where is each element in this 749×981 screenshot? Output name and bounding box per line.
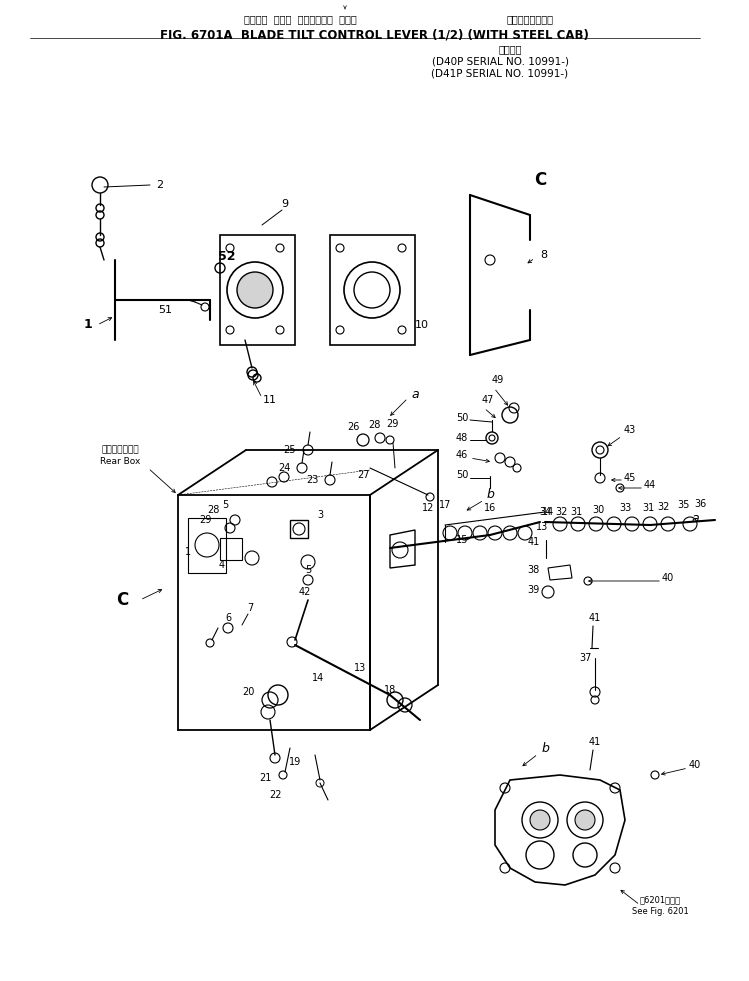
Text: C: C <box>116 591 128 609</box>
Text: 39: 39 <box>527 585 539 595</box>
Text: 34: 34 <box>539 507 551 517</box>
Text: 28: 28 <box>368 420 380 430</box>
Text: 5: 5 <box>222 500 228 510</box>
Text: 第6201図参照: 第6201図参照 <box>640 896 681 904</box>
Text: 20: 20 <box>242 687 254 697</box>
Text: 33: 33 <box>619 503 631 513</box>
Text: 50: 50 <box>456 413 468 423</box>
Text: 47: 47 <box>482 395 494 405</box>
Text: (D40P SERIAL NO. 10991-): (D40P SERIAL NO. 10991-) <box>431 56 568 66</box>
Circle shape <box>530 810 550 830</box>
Text: 4: 4 <box>219 560 225 570</box>
Text: 29: 29 <box>386 419 398 429</box>
Text: 9: 9 <box>282 199 288 209</box>
Text: 13: 13 <box>536 522 548 532</box>
Circle shape <box>92 177 108 193</box>
Text: 40: 40 <box>689 760 701 770</box>
Text: 31: 31 <box>642 503 654 513</box>
Text: 49: 49 <box>492 375 504 385</box>
Text: 28: 28 <box>207 505 219 515</box>
Text: 18: 18 <box>384 685 396 695</box>
Text: 36: 36 <box>694 499 706 509</box>
Text: 11: 11 <box>263 395 277 405</box>
Text: 37: 37 <box>580 653 592 663</box>
Text: 35: 35 <box>677 500 689 510</box>
Text: スチールキャブ付: スチールキャブ付 <box>506 14 554 24</box>
Text: 40: 40 <box>662 573 674 583</box>
Text: 15: 15 <box>456 535 468 545</box>
Text: 13: 13 <box>354 663 366 673</box>
Text: 17: 17 <box>439 500 451 510</box>
Circle shape <box>237 272 273 308</box>
Text: 14: 14 <box>312 673 324 683</box>
Text: 52: 52 <box>218 249 236 263</box>
Text: 19: 19 <box>289 757 301 767</box>
Text: 46: 46 <box>456 450 468 460</box>
Text: 41: 41 <box>589 613 601 623</box>
Text: 23: 23 <box>306 475 318 485</box>
Text: 50: 50 <box>456 470 468 480</box>
Text: 5: 5 <box>305 565 311 575</box>
Text: ブレード  チルト  コントロール  レバー: ブレード チルト コントロール レバー <box>243 14 357 24</box>
Text: 16: 16 <box>484 503 496 513</box>
Text: 適用号機: 適用号機 <box>498 44 522 54</box>
Text: 38: 38 <box>527 565 539 575</box>
Text: 8: 8 <box>540 250 547 260</box>
Bar <box>220 538 242 560</box>
Text: 2: 2 <box>157 180 163 190</box>
Text: 1: 1 <box>185 547 191 557</box>
Text: 44: 44 <box>644 480 656 490</box>
Text: リヤーボックス: リヤーボックス <box>101 445 139 454</box>
Text: 41: 41 <box>589 737 601 747</box>
Text: 32: 32 <box>658 502 670 512</box>
Text: 7: 7 <box>247 603 253 613</box>
Text: 45: 45 <box>624 473 636 483</box>
Text: 14: 14 <box>542 507 554 517</box>
Text: b: b <box>541 742 549 754</box>
Text: a: a <box>411 388 419 401</box>
Text: 6: 6 <box>225 613 231 623</box>
Circle shape <box>486 432 498 444</box>
Text: (D41P SERIAL NO. 10991-): (D41P SERIAL NO. 10991-) <box>431 68 568 78</box>
Circle shape <box>575 810 595 830</box>
Text: 51: 51 <box>158 305 172 315</box>
Text: C: C <box>534 171 546 189</box>
Text: 30: 30 <box>592 505 604 515</box>
Bar <box>188 518 226 573</box>
Text: b: b <box>486 489 494 501</box>
Text: 26: 26 <box>347 422 360 432</box>
Text: a: a <box>691 511 699 525</box>
Text: 3: 3 <box>317 510 323 520</box>
Text: 21: 21 <box>259 773 271 783</box>
Text: 42: 42 <box>299 587 311 597</box>
Text: 12: 12 <box>422 503 434 513</box>
Text: 43: 43 <box>624 425 636 435</box>
Text: FIG. 6701A  BLADE TILT CONTROL LEVER (1/2) (WITH STEEL CAB): FIG. 6701A BLADE TILT CONTROL LEVER (1/2… <box>160 28 589 41</box>
Text: 48: 48 <box>456 433 468 443</box>
Text: 41: 41 <box>528 537 540 547</box>
Text: 29: 29 <box>198 515 211 525</box>
Text: 31: 31 <box>570 507 582 517</box>
Text: 22: 22 <box>269 790 282 800</box>
Text: Rear Box: Rear Box <box>100 457 140 467</box>
Text: 1: 1 <box>84 319 92 332</box>
Bar <box>290 520 308 538</box>
Text: 24: 24 <box>278 463 290 473</box>
Text: 27: 27 <box>357 470 369 480</box>
Text: 10: 10 <box>415 320 429 330</box>
Text: 32: 32 <box>556 507 568 517</box>
Text: See Fig. 6201: See Fig. 6201 <box>631 907 688 916</box>
Text: 25: 25 <box>284 445 297 455</box>
